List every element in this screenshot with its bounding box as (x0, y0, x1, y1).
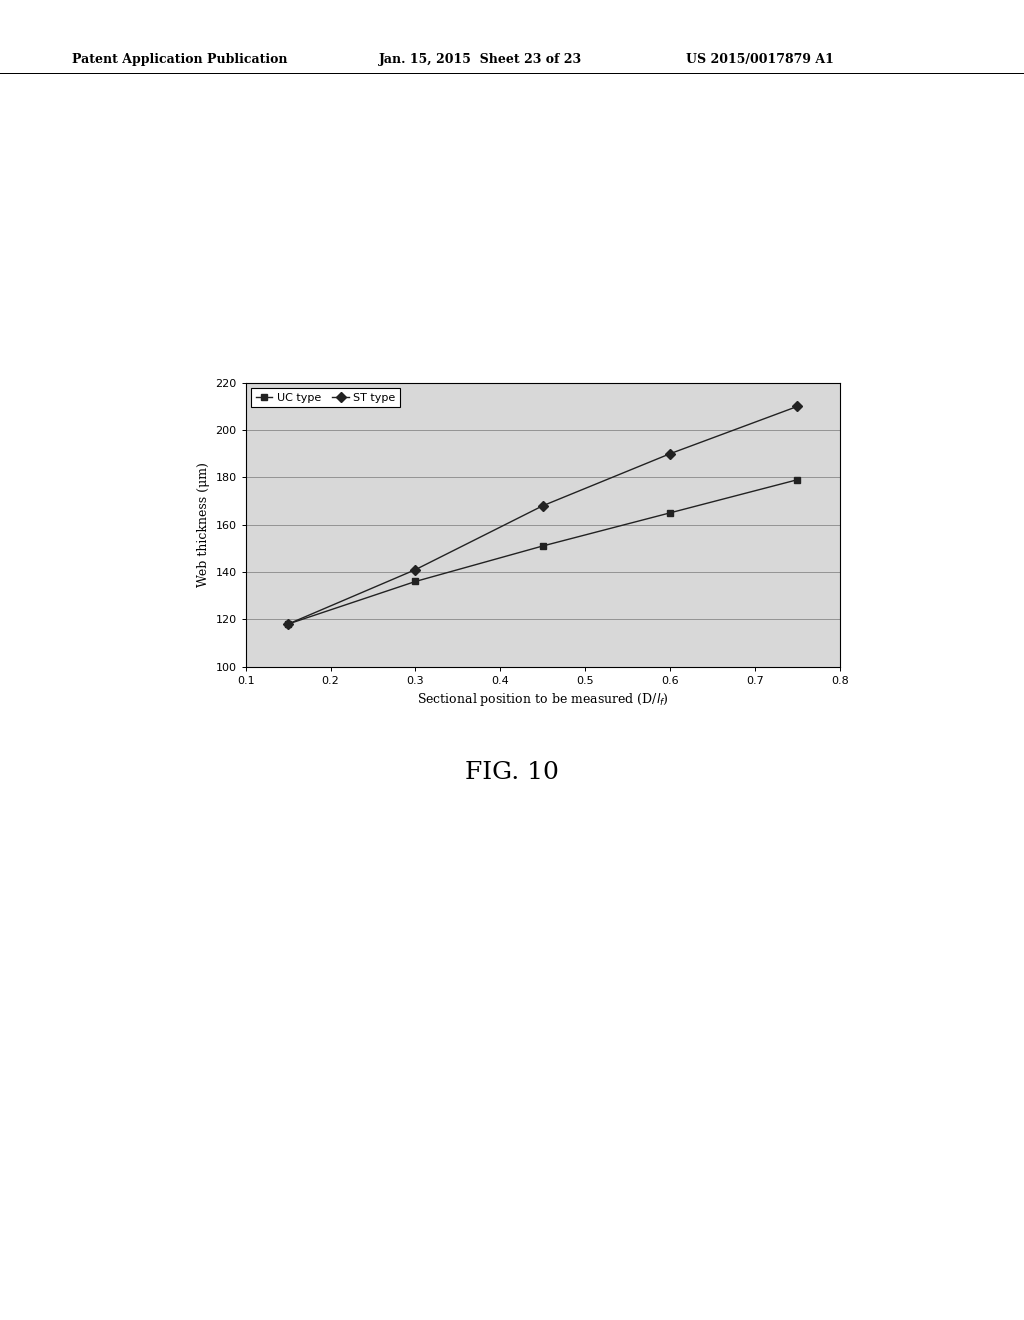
UC type (792, 471, 804, 487)
UC type (410, 573, 422, 589)
Text: Patent Application Publication: Patent Application Publication (72, 53, 287, 66)
Legend: UC type, ST type: UC type, ST type (251, 388, 400, 408)
UC type (664, 506, 676, 521)
Line: UC type: UC type (285, 477, 801, 627)
Y-axis label: Web thickness (μm): Web thickness (μm) (197, 462, 210, 587)
ST type (664, 446, 676, 462)
X-axis label: Sectional position to be measured (D/$\it{l_f}$): Sectional position to be measured (D/$\i… (417, 692, 669, 709)
Text: Jan. 15, 2015  Sheet 23 of 23: Jan. 15, 2015 Sheet 23 of 23 (379, 53, 582, 66)
ST type (282, 616, 294, 632)
ST type (410, 562, 422, 578)
Line: ST type: ST type (285, 403, 801, 627)
UC type (537, 539, 549, 554)
ST type (537, 498, 549, 513)
UC type (282, 616, 294, 632)
Text: US 2015/0017879 A1: US 2015/0017879 A1 (686, 53, 834, 66)
Text: FIG. 10: FIG. 10 (465, 760, 559, 784)
ST type (792, 399, 804, 414)
